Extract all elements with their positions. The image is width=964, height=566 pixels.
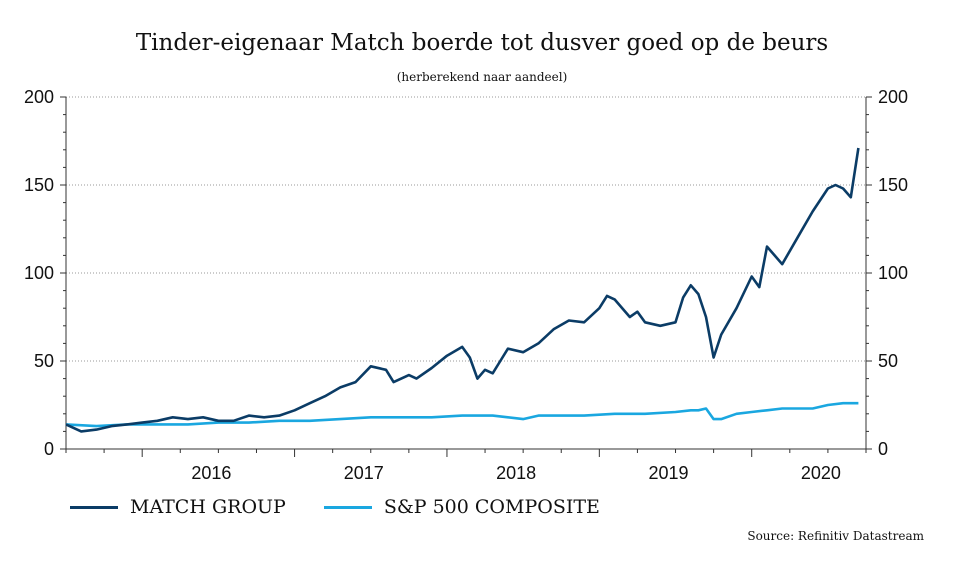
legend: MATCH GROUP S&P 500 COMPOSITE bbox=[70, 496, 638, 518]
legend-item-match-group: MATCH GROUP bbox=[70, 496, 286, 518]
x-tick-label-2017: 2017 bbox=[344, 463, 384, 483]
series-line-match-group bbox=[65, 147, 860, 433]
x-tick-label-2019: 2019 bbox=[649, 463, 689, 483]
source-note: Source: Refinitiv Datastream bbox=[747, 529, 924, 543]
x-tick-label-2020: 2020 bbox=[801, 463, 841, 483]
y-tick-label-right-100: 100 bbox=[878, 263, 908, 283]
legend-swatch-match-group bbox=[70, 505, 118, 509]
legend-label-match-group: MATCH GROUP bbox=[130, 496, 286, 518]
y-tick-label-left-50: 50 bbox=[34, 351, 54, 371]
y-tick-label-left-100: 100 bbox=[24, 263, 54, 283]
y-tick-label-right-150: 150 bbox=[878, 175, 908, 195]
y-tick-label-right-50: 50 bbox=[878, 351, 898, 371]
y-tick-label-left-200: 200 bbox=[24, 87, 54, 107]
y-tick-label-left-150: 150 bbox=[24, 175, 54, 195]
x-tick-label-2016: 2016 bbox=[191, 463, 231, 483]
y-tick-label-left-0: 0 bbox=[44, 439, 54, 459]
chart-title: Tinder-eigenaar Match boerde tot dusver … bbox=[135, 30, 829, 56]
series-line-sp500 bbox=[65, 401, 859, 428]
legend-item-sp500: S&P 500 COMPOSITE bbox=[323, 496, 600, 518]
legend-swatch-sp500 bbox=[323, 505, 372, 509]
chart-subtitle: (herberekend naar aandeel) bbox=[396, 70, 568, 84]
y-tick-label-right-0: 0 bbox=[878, 439, 888, 459]
legend-label-sp500: S&P 500 COMPOSITE bbox=[383, 496, 600, 518]
x-tick-label-2018: 2018 bbox=[496, 463, 536, 483]
y-tick-label-right-200: 200 bbox=[878, 87, 908, 107]
